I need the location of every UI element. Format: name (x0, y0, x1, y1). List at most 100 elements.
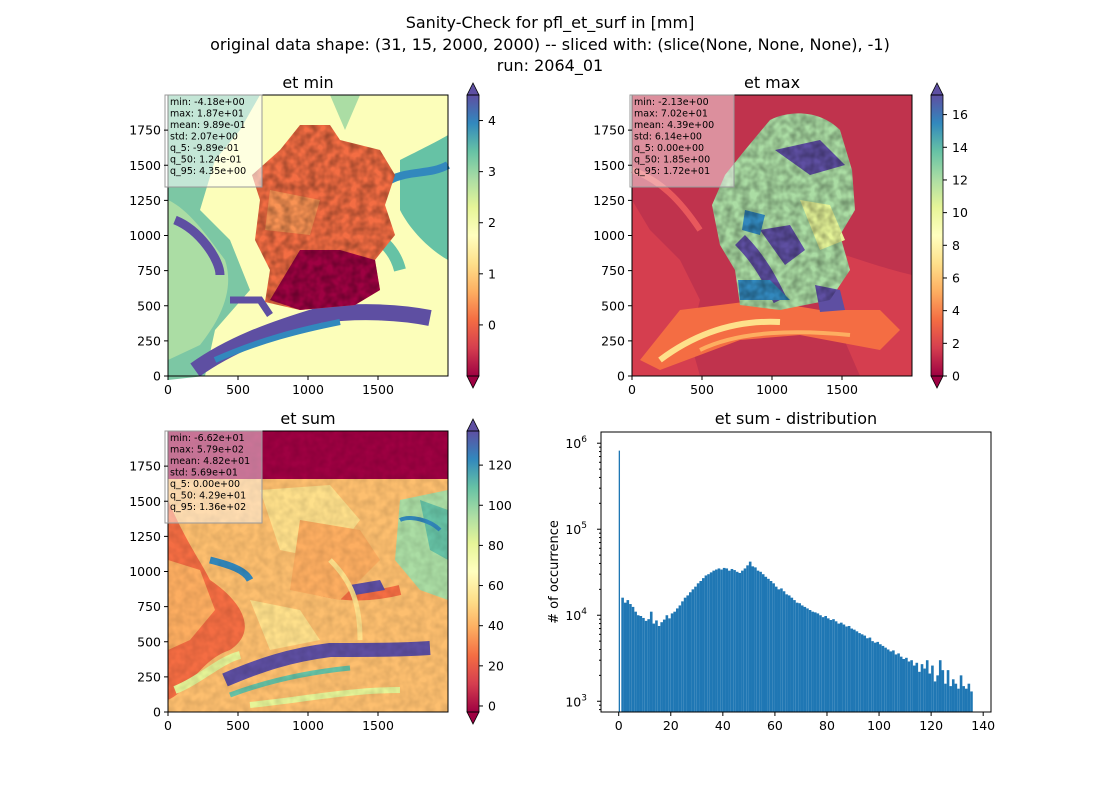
y-tick-label: 106 (565, 435, 587, 451)
colorbar-tick-label: 16 (952, 107, 968, 122)
colorbar-tick-label: 14 (952, 140, 968, 155)
y-tick-label: 1750 (593, 123, 625, 138)
histogram-bar (946, 670, 950, 712)
histogram-bar (905, 657, 908, 712)
stats-line: min: -2.13e+00 (634, 97, 709, 108)
histogram-y-axis-label: # of occurrence (547, 520, 562, 624)
histogram-bar (688, 592, 692, 712)
x-tick-label: 500 (226, 382, 250, 397)
histogram-bar (623, 602, 627, 712)
y-tick-label: 103 (565, 693, 587, 709)
histogram-bar (694, 586, 697, 712)
histogram-bar (759, 571, 762, 712)
histogram-bar (912, 665, 916, 712)
y-tick-exponent: 5 (581, 521, 587, 531)
heatmap-title: et min (282, 73, 333, 92)
x-tick-label: 1500 (362, 718, 394, 733)
x-tick-label: 80 (819, 718, 835, 733)
histogram-bars (618, 450, 973, 712)
histogram-bar (649, 611, 653, 712)
histogram-bar (873, 642, 877, 712)
histogram-bar (626, 600, 630, 712)
histogram-bar (686, 595, 689, 712)
histogram-bar (621, 597, 624, 712)
histogram-bar (751, 566, 755, 712)
histogram-bar (743, 568, 747, 712)
colorbar-frame (930, 94, 944, 377)
y-tick-label: 1500 (129, 158, 161, 173)
histogram-bar (767, 578, 770, 712)
histogram-bar (683, 597, 687, 712)
stats-line: mean: 9.89e-01 (170, 120, 246, 131)
histogram-bar (769, 581, 773, 712)
colorbar-tick-label: 120 (488, 458, 512, 473)
x-tick-label: 500 (690, 382, 714, 397)
y-tick-exponent: 4 (581, 607, 587, 617)
histogram-bar (681, 601, 684, 712)
histogram-bar (678, 605, 682, 712)
histogram-bar (709, 572, 713, 712)
histogram-bar (665, 615, 669, 712)
histogram-bar (954, 683, 958, 712)
colorbar-extend-min (930, 375, 944, 389)
y-tick-label: 1500 (129, 494, 161, 509)
histogram-bar (793, 600, 796, 712)
histogram-bar (813, 612, 817, 712)
histogram-bar (931, 665, 934, 712)
y-tick-label: 105 (565, 521, 587, 537)
y-tick-base: 10 (565, 608, 581, 623)
histogram-bar (702, 578, 705, 712)
histogram-bar (790, 597, 794, 712)
histogram-bar (923, 668, 926, 712)
x-tick-label: 1500 (362, 382, 394, 397)
histogram-bar (717, 568, 721, 712)
colorbar-tick-label: 4 (488, 113, 496, 128)
histogram-bar (741, 570, 744, 712)
histogram-bar (764, 576, 768, 712)
histogram-bar (780, 588, 783, 712)
histogram-bar (850, 628, 854, 712)
histogram-bar (824, 615, 827, 712)
histogram-bar (944, 683, 947, 712)
y-tick-label: 250 (601, 333, 625, 348)
histogram-bar (712, 570, 716, 712)
y-tick-label: 104 (565, 607, 587, 623)
stats-line: min: -4.18e+00 (170, 97, 245, 108)
histogram-bar (876, 641, 880, 712)
colorbar-gradient (467, 431, 479, 712)
heatmap-et-sum: et sum (129, 409, 512, 733)
y-tick-base: 10 (565, 694, 581, 709)
histogram-bar (730, 568, 734, 712)
heatmap-title: et max (744, 73, 800, 92)
x-tick-label: 500 (226, 718, 250, 733)
histogram-frame (600, 431, 992, 713)
heatmap-et-max: et max min: (593, 73, 968, 397)
colorbar: 120 100 80 60 40 20 0 (466, 418, 512, 725)
histogram-bar (704, 575, 708, 712)
histogram-bar (881, 645, 885, 712)
stats-line: q_50: 4.29e+01 (170, 491, 246, 502)
y-tick-label: 250 (137, 669, 161, 684)
histogram-bar (618, 450, 621, 712)
histogram-bar (925, 660, 929, 712)
histogram-bar (811, 611, 814, 712)
colorbar-tick-label: 20 (488, 658, 504, 673)
stats-line: max: 1.87e+01 (170, 109, 244, 120)
stats-line: std: 2.07e+00 (170, 132, 238, 143)
stats-line: q_5: -9.89e-01 (170, 143, 239, 154)
colorbar-tick-label: 60 (488, 578, 504, 593)
histogram-bar (782, 591, 786, 712)
stats-line: max: 5.79e+02 (170, 445, 244, 456)
stats-line: min: -6.62e+01 (170, 433, 245, 444)
colorbar-gradient (467, 95, 479, 376)
y-tick-label: 500 (137, 298, 161, 313)
histogram-bar (897, 653, 900, 712)
histogram-title: et sum - distribution (715, 409, 877, 428)
histogram-bar (858, 633, 861, 712)
histogram-bar (855, 631, 859, 712)
histogram-bar (902, 658, 906, 712)
